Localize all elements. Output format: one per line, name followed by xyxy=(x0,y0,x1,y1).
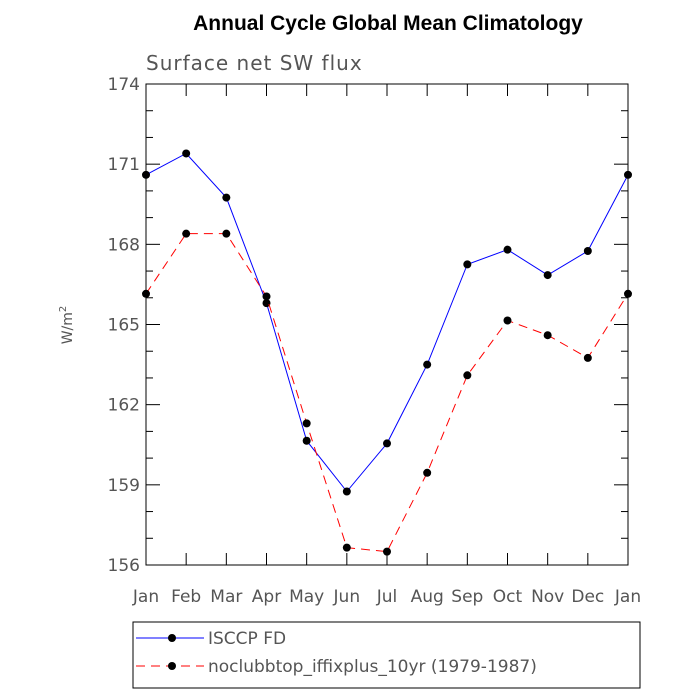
y-axis-label-text: W/m xyxy=(60,312,76,344)
series-1-point xyxy=(463,371,472,380)
y-tick-label: 174 xyxy=(108,75,140,95)
x-tick-label: Jul xyxy=(376,587,398,607)
series-layer xyxy=(142,149,632,556)
y-tick-label: 168 xyxy=(108,235,140,255)
legend-label-0: ISCCP FD xyxy=(208,629,286,649)
series-0-point xyxy=(262,299,271,308)
series-1-point xyxy=(503,316,512,325)
series-0-point xyxy=(624,170,632,179)
series-1-point xyxy=(383,547,391,556)
x-tick-label: Feb xyxy=(171,587,201,607)
legend-label-1: noclubbtop_iffixplus_10yr (1979-1987) xyxy=(208,657,537,677)
svg-text:W/m2: W/m2 xyxy=(58,306,76,345)
series-0-point xyxy=(583,247,592,256)
series-1-point xyxy=(583,353,592,362)
series-1-point xyxy=(182,229,191,238)
series-1-point xyxy=(543,331,552,340)
series-0-point xyxy=(423,360,432,369)
y-tick-label: 159 xyxy=(108,476,140,496)
series-1-point xyxy=(624,289,632,298)
series-0-point xyxy=(383,439,391,448)
series-0-point xyxy=(543,271,552,280)
y-tick-label: 156 xyxy=(108,556,140,576)
series-1-point xyxy=(142,289,150,298)
x-tick-label: Aug xyxy=(411,587,444,607)
x-tick-label: Oct xyxy=(493,587,523,607)
x-tick-label: Dec xyxy=(571,587,604,607)
y-tick-label: 162 xyxy=(108,396,140,416)
x-tick-label: Jan xyxy=(132,587,159,607)
plot-frame xyxy=(145,83,629,566)
y-tick-label: 171 xyxy=(108,155,140,175)
series-1-point xyxy=(262,292,271,301)
series-1-point xyxy=(423,468,432,477)
series-0-point xyxy=(302,436,311,445)
chart-subtitle: Surface net SW flux xyxy=(146,51,363,75)
series-0-point xyxy=(142,170,150,179)
y-tick-label: 165 xyxy=(108,316,140,336)
series-line-1 xyxy=(145,233,629,553)
x-tick-label: Jan xyxy=(614,587,641,607)
legend xyxy=(132,621,641,689)
x-tick-label: Sep xyxy=(451,587,483,607)
series-1-point xyxy=(222,229,231,238)
series-1-point xyxy=(342,543,351,552)
y-tick-labels: 156 159 162 165 168 171 174 xyxy=(108,75,140,576)
series-0-point xyxy=(503,245,512,254)
x-tick-label: Jun xyxy=(333,587,361,607)
series-0-point xyxy=(463,260,472,269)
legend-marker-0 xyxy=(168,634,176,642)
x-tick-label: Nov xyxy=(531,587,564,607)
series-0-point xyxy=(342,487,351,496)
series-0-point xyxy=(222,193,231,202)
series-1-point xyxy=(302,419,311,428)
x-tick-label: Mar xyxy=(210,587,242,607)
chart-title: Annual Cycle Global Mean Climatology xyxy=(193,12,583,35)
axis-ticks xyxy=(145,83,629,566)
x-tick-label: May xyxy=(289,587,324,607)
x-tick-label: Apr xyxy=(252,587,281,607)
y-axis-label: W/m2 xyxy=(58,306,76,345)
legend-entries: ISCCP FD noclubbtop_iffixplus_10yr (1979-… xyxy=(136,629,537,677)
legend-marker-1 xyxy=(168,662,176,670)
series-0-point xyxy=(182,149,191,158)
y-axis-label-superscript: 2 xyxy=(58,306,69,312)
x-tick-labels: Jan Feb Mar Apr May Jun Jul Aug Sep Oct Nov Dec Jan xyxy=(132,587,641,607)
